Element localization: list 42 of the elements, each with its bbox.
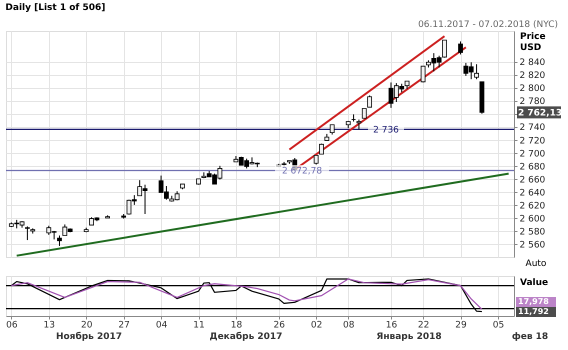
text: Декабрь 2017 bbox=[210, 331, 282, 342]
x-tick-label: 11 bbox=[193, 320, 205, 330]
y-tick-label: 2 740 bbox=[520, 123, 546, 134]
text: 06.11.2017 - 07.02.2018 (NYC) bbox=[418, 20, 558, 30]
ref-line-label: 2 736 bbox=[373, 125, 400, 136]
x-tick-label: 06 bbox=[6, 320, 18, 330]
x-tick-label: 22 bbox=[418, 320, 430, 330]
x-tick-label: 20 bbox=[80, 320, 93, 330]
text: Ноябрь 2017 bbox=[56, 331, 122, 342]
text: фев 18 bbox=[512, 332, 548, 342]
y-tick-label: 2 600 bbox=[520, 214, 546, 224]
y-tick-label: 2 560 bbox=[520, 240, 546, 250]
y-tick-label: 2 620 bbox=[520, 201, 546, 212]
y-tick-label: 2 800 bbox=[520, 84, 546, 94]
ref-line-label: 2 672,78 bbox=[282, 166, 322, 177]
text: 17,978 bbox=[518, 297, 550, 306]
text: 2 762,13 bbox=[518, 108, 562, 118]
x-tick-label: 13 bbox=[44, 320, 56, 330]
chart-title: Daily [List 1 of 506] bbox=[5, 3, 106, 13]
x-tick-label: 08 bbox=[343, 320, 355, 330]
y-tick-label: 2 580 bbox=[520, 227, 546, 238]
text: 11,792 bbox=[518, 307, 549, 316]
x-tick-label: 27 bbox=[118, 320, 130, 330]
x-tick-label: 26 bbox=[273, 320, 286, 330]
x-tick-label: 29 bbox=[455, 320, 468, 330]
y-tick-label: 2 720 bbox=[520, 136, 546, 146]
y-axis-title: Value bbox=[520, 278, 548, 288]
y-tick-label: 2 820 bbox=[520, 71, 546, 82]
x-tick-label: 18 bbox=[230, 320, 242, 330]
y-tick-label: 2 700 bbox=[520, 149, 546, 160]
text: Январь 2018 bbox=[376, 332, 442, 342]
y-tick-label: 2 840 bbox=[520, 58, 546, 68]
y-tick-label: 2 640 bbox=[520, 188, 546, 198]
x-tick-label: 04 bbox=[156, 320, 168, 330]
y-tick-label: 2 680 bbox=[520, 162, 546, 172]
y-tick-label: 2 660 bbox=[520, 175, 546, 186]
text: Auto bbox=[526, 259, 547, 269]
x-tick-label: 02 bbox=[310, 320, 322, 330]
x-tick-label: 16 bbox=[386, 320, 398, 330]
y-axis-title: Price USD bbox=[520, 32, 546, 53]
y-tick-label: 2 780 bbox=[520, 97, 546, 108]
x-tick-label: 05 bbox=[492, 320, 504, 330]
